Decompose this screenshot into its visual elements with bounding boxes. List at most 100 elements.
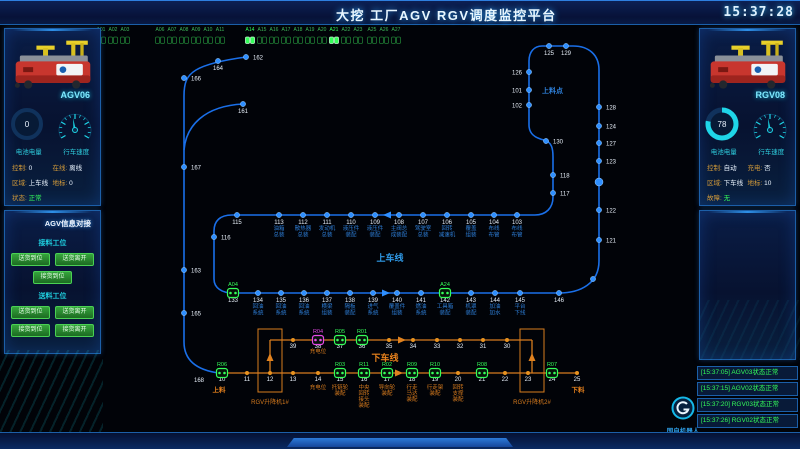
speedo-tick [778, 134, 784, 139]
track-node [181, 310, 187, 316]
header-bar: 大挖 工厂AGV RGV调度监控平台 15:37:28 [0, 0, 800, 25]
field-value: 离线 [69, 165, 83, 172]
node-label: 139 [368, 298, 379, 304]
node-label: 104 [489, 220, 500, 226]
map-label: 上车线 [376, 252, 403, 263]
speedo-hub [71, 127, 78, 133]
vehicle-vent [717, 67, 728, 73]
dock-button-送货离开[interactable]: 送货离开 [55, 306, 94, 319]
station-label: 导向轮 [379, 383, 396, 391]
field-label: 地标: [747, 180, 765, 187]
station-label: 马达 [406, 389, 418, 397]
station-label: 总装 [321, 231, 333, 239]
field-value: 下车线 [723, 180, 744, 187]
station-label: 总装 [273, 231, 285, 239]
node-label: 117 [560, 192, 570, 198]
track-node [372, 212, 378, 218]
dock-button-row: 接货到位 [5, 271, 100, 284]
track-node [370, 290, 376, 296]
station-label: 装配 [406, 395, 418, 403]
map-label: 上料 [213, 385, 227, 394]
track-node [243, 54, 249, 60]
track-node [181, 267, 187, 273]
station-label: 装配 [381, 389, 393, 397]
node-label: 31 [480, 344, 487, 350]
vehicle-icon-label: R11 [359, 362, 369, 368]
vehicle-icon-A24 [438, 287, 452, 299]
caster-wheel [709, 82, 715, 88]
vehicle-body-shadow [710, 75, 785, 83]
dock-station-icon-A20 [317, 36, 322, 44]
dock-button-接货到位[interactable]: 接货到位 [11, 324, 50, 337]
node-label: 16 [361, 377, 368, 383]
track-node [526, 87, 532, 93]
vehicle-icon-label: R05 [335, 329, 345, 335]
node-label: 162 [253, 56, 264, 62]
vehicle-icon-label: A24 [440, 282, 450, 288]
node-label: 20 [455, 377, 462, 383]
dock-station-label: A01 [97, 27, 106, 33]
dock-button-送货到位[interactable]: 送货到位 [11, 306, 50, 319]
dock-section-title: 接料工位 [38, 240, 67, 247]
dock-button-送货到位[interactable]: 送货到位 [11, 253, 50, 266]
dock-section-title: 送料工位 [38, 293, 67, 300]
station-label: 中央 [358, 383, 370, 391]
station-label: 散热器 [295, 224, 312, 232]
vehicle-icon-R04 [311, 334, 325, 346]
dock-station-label: A17 [282, 27, 291, 33]
dock-station-icon-A01 [101, 36, 106, 44]
dock-station-icon-A25 [367, 36, 372, 44]
node-label: 142 [440, 298, 451, 304]
vehicle-icon-R10 [428, 367, 442, 379]
station-label: 进气 [367, 302, 379, 310]
track-node [492, 290, 498, 296]
node-label: 12 [267, 377, 274, 383]
dock-station-icon-A03 [120, 36, 125, 44]
track-node [563, 43, 569, 49]
field-地标: 地标: 0 [53, 177, 94, 187]
track-node [596, 207, 602, 213]
dock-station-icon-A21 [329, 36, 334, 44]
node-label: 135 [276, 298, 287, 304]
field-value: 上车线 [28, 180, 49, 187]
event-log-list: [15:37:05] AGV03状态正常 [15:37:15] AGV02状态正常… [697, 366, 798, 430]
track-node [550, 190, 556, 196]
dock-station-icon-A22 [346, 36, 351, 44]
track-node-orange [387, 338, 391, 342]
dock-station-icon-A15 [262, 36, 267, 44]
caster-wheel [14, 82, 20, 88]
station-label: 成装配 [391, 231, 408, 239]
dock-button-接货离开[interactable]: 接货离开 [55, 324, 94, 337]
vehicle-fields: 控制: 自动 充电: 否区域: 下车线 地标: 10 故障: 无 [700, 156, 795, 202]
node-label: 122 [606, 209, 617, 215]
station-label: 系统 [367, 309, 379, 317]
station-label: 平台 [514, 302, 526, 310]
dock-station-icon-A03 [125, 36, 130, 44]
station-label: 总装 [297, 231, 309, 239]
node-label: 130 [553, 140, 564, 146]
track-node [278, 290, 284, 296]
track-node [556, 290, 562, 296]
dock-button-送货离开[interactable]: 送货离开 [55, 253, 94, 266]
track-node-orange [526, 371, 530, 375]
node-label: 112 [298, 220, 308, 226]
node-label: 145 [515, 298, 526, 304]
speedo-tick [87, 126, 91, 129]
station-label: 装配 [334, 389, 346, 397]
node-label: 38 [315, 344, 322, 350]
vehicle-icon-label: A04 [228, 282, 238, 288]
field-label: 区域: [12, 180, 29, 187]
battery-gauge: 0 [11, 108, 44, 140]
track-node [240, 101, 246, 107]
wheel [71, 80, 80, 89]
dock-button-接货到位[interactable]: 接货到位 [33, 271, 72, 284]
node-label: 34 [410, 344, 417, 350]
dock-station-label: A20 [318, 27, 327, 33]
speedo-tick [83, 134, 89, 139]
node-label: 14 [315, 377, 322, 383]
track-node [550, 172, 556, 178]
vehicle-icon-label: R02 [382, 362, 392, 368]
dock-station-label: A18 [294, 27, 303, 33]
node-label: 24 [549, 377, 556, 383]
clock-display: 15:37:28 [723, 5, 794, 20]
